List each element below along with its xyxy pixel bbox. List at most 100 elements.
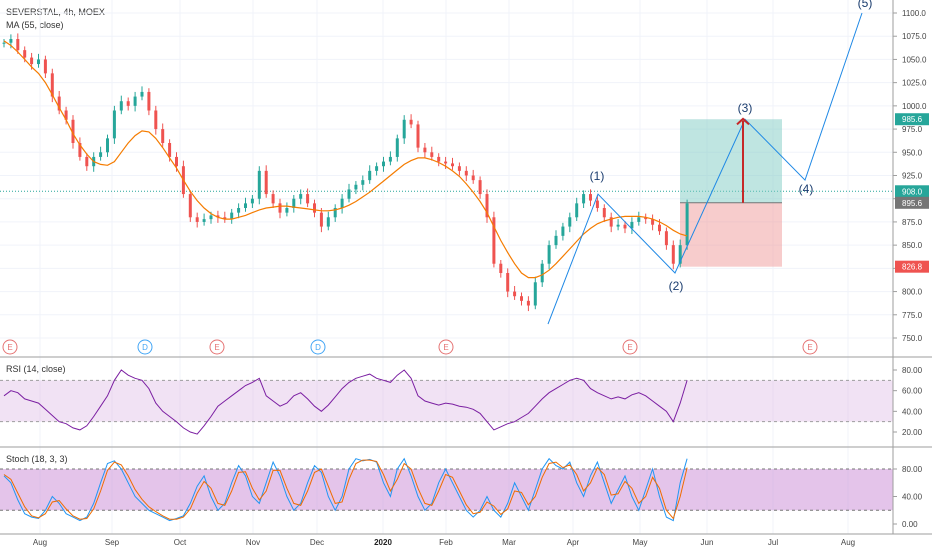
time-axis-label: Jul bbox=[768, 538, 778, 547]
price-axis-label: 908.0 bbox=[902, 187, 923, 196]
candle-body bbox=[112, 110, 116, 139]
candle-body bbox=[457, 166, 461, 171]
candle-body bbox=[202, 219, 206, 222]
main-price-panel[interactable] bbox=[0, 0, 893, 534]
rsi-legend: RSI (14, close) bbox=[6, 364, 66, 374]
candle-body bbox=[513, 291, 517, 297]
candle-body bbox=[623, 224, 627, 229]
wave-label: (3) bbox=[738, 101, 753, 115]
candle-body bbox=[147, 91, 151, 111]
time-axis-label: Jun bbox=[701, 538, 714, 547]
candle-body bbox=[547, 245, 551, 264]
candle-body bbox=[671, 245, 675, 264]
rsi-panel[interactable]: 20.00 40.00 60.00 80.00 bbox=[0, 366, 923, 437]
candle-body bbox=[478, 180, 482, 195]
candle-body bbox=[57, 96, 61, 111]
candle-body bbox=[257, 170, 261, 199]
candle-body bbox=[271, 194, 275, 204]
time-axis-label: May bbox=[632, 538, 647, 547]
candle-body bbox=[630, 221, 634, 229]
time-axis-label: Feb bbox=[439, 538, 453, 547]
ma-legend: MA (55, close) bbox=[6, 20, 64, 30]
candle-body bbox=[99, 152, 103, 157]
candle-body bbox=[685, 203, 689, 246]
candle-body bbox=[595, 200, 599, 208]
candle-body bbox=[561, 226, 565, 236]
candle-body bbox=[388, 156, 392, 162]
stoch-k-line bbox=[3, 457, 688, 522]
candle-body bbox=[230, 212, 234, 220]
moving-average-line bbox=[3, 40, 688, 279]
candle-body bbox=[444, 161, 448, 164]
candle-body bbox=[319, 212, 323, 227]
candle-body bbox=[278, 203, 282, 213]
wave-label: (5) bbox=[858, 0, 873, 10]
candle-series bbox=[2, 33, 689, 312]
candle-body bbox=[16, 39, 20, 51]
time-axis[interactable]: Aug Sep Oct Nov Dec 2020 Feb Mar Apr May Jun Jul Aug bbox=[33, 538, 855, 547]
candle-body bbox=[43, 59, 47, 74]
elliott-wave-projection: (1) (2) (3) (4) (5) bbox=[547, 0, 873, 325]
candle-body bbox=[223, 217, 227, 220]
time-axis-label: 2020 bbox=[374, 538, 392, 547]
candle-body bbox=[609, 217, 613, 227]
wave-path bbox=[547, 12, 863, 325]
candle-body bbox=[644, 217, 648, 220]
candle-body bbox=[423, 147, 427, 153]
time-axis-label: Aug bbox=[841, 538, 855, 547]
candle-body bbox=[140, 91, 144, 97]
rsi-band bbox=[0, 380, 893, 422]
candle-body bbox=[354, 184, 358, 190]
rsi-axis-label: 80.00 bbox=[902, 366, 923, 375]
candle-body bbox=[540, 263, 544, 283]
target-zone bbox=[680, 119, 782, 203]
candle-body bbox=[492, 217, 496, 264]
wave-label: (2) bbox=[669, 279, 684, 293]
candle-body bbox=[154, 110, 158, 130]
candle-body bbox=[175, 156, 178, 167]
stoch-panel[interactable]: 0.00 40.00 80.00 bbox=[0, 457, 923, 529]
candle-body bbox=[340, 198, 344, 208]
candle-body bbox=[2, 42, 6, 44]
event-marker-label: E bbox=[807, 343, 812, 352]
candle-body bbox=[64, 110, 68, 120]
candle-body bbox=[292, 198, 296, 208]
candle-body bbox=[678, 245, 682, 264]
candle-body bbox=[188, 194, 192, 218]
candle-body bbox=[437, 156, 441, 162]
candle-body bbox=[168, 143, 172, 157]
candle-body bbox=[506, 273, 510, 292]
event-marker-circle bbox=[209, 339, 225, 355]
event-marker-label: D bbox=[142, 343, 148, 352]
rsi-axis-label: 40.00 bbox=[902, 407, 923, 416]
target-arrow-head bbox=[736, 117, 750, 126]
event-marker-label: E bbox=[7, 343, 12, 352]
candle-body bbox=[395, 138, 399, 157]
position-zones bbox=[680, 119, 782, 267]
price-axis-label: 1000.0 bbox=[902, 102, 927, 111]
price-badge bbox=[895, 196, 929, 209]
candle-body bbox=[23, 50, 27, 58]
candle-body bbox=[499, 263, 503, 273]
candle-body bbox=[106, 138, 109, 153]
price-axis-label: 925.0 bbox=[902, 172, 923, 181]
event-marker-circle bbox=[802, 339, 818, 355]
candle-body bbox=[533, 282, 537, 306]
price-axis-label: 775.0 bbox=[902, 311, 923, 320]
candle-body bbox=[250, 198, 254, 204]
time-axis-label: Mar bbox=[502, 538, 516, 547]
candle-body bbox=[119, 101, 123, 111]
event-marker-label: E bbox=[443, 343, 448, 352]
candle-body bbox=[299, 194, 303, 199]
candle-body bbox=[306, 194, 310, 204]
stoch-axis-label: 0.00 bbox=[902, 520, 918, 529]
candle-body bbox=[382, 161, 385, 167]
candle-body bbox=[285, 208, 289, 213]
price-axis[interactable]: 1100.0 1075.0 1050.0 1025.0 1000.0 985.6975.0… bbox=[893, 9, 929, 343]
wave-label: (4) bbox=[799, 182, 814, 196]
candle-body bbox=[451, 163, 454, 167]
stoch-axis-label: 80.00 bbox=[902, 465, 923, 474]
candle-body bbox=[216, 215, 220, 218]
